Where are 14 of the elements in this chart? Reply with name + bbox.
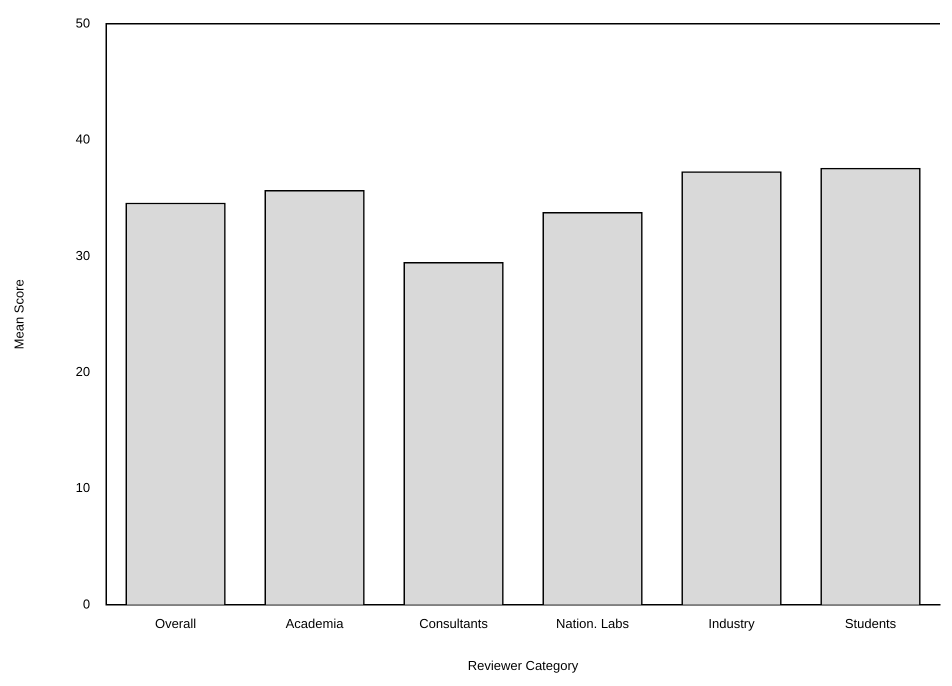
y-axis-title: Mean Score xyxy=(11,279,26,350)
x-tick-label: Consultants xyxy=(419,616,488,632)
x-tick-label: Students xyxy=(844,616,897,632)
y-tick-label: 50 xyxy=(76,15,90,30)
x-tick-label: Academia xyxy=(286,616,344,632)
x-axis-title: Reviewer Category xyxy=(468,658,579,673)
x-tick-label: Nation. Labs xyxy=(556,616,630,632)
y-tick-label: 30 xyxy=(76,248,90,263)
y-tick-label: 20 xyxy=(76,364,90,379)
y-tick-label: 0 xyxy=(82,596,90,612)
y-tick-label: 40 xyxy=(76,132,90,147)
y-tick-label: 10 xyxy=(76,480,90,496)
x-tick-label: Industry xyxy=(708,616,756,632)
x-tick-label: Overall xyxy=(154,616,196,632)
